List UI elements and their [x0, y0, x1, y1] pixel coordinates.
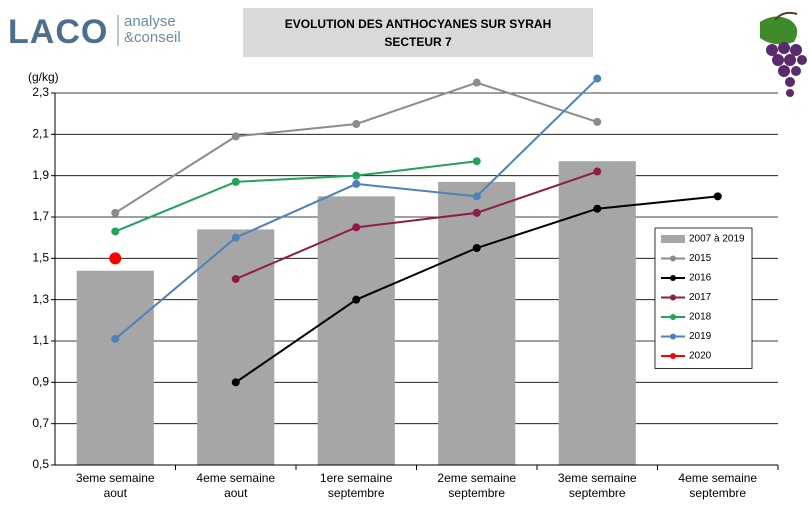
bar: [197, 229, 274, 465]
x-tick-label: 3eme semaine: [558, 471, 637, 485]
chart-title: EVOLUTION DES ANTHOCYANES SUR SYRAH: [285, 17, 551, 31]
x-tick-label: septembre: [448, 486, 505, 500]
data-point: [352, 172, 360, 180]
title-box: [243, 8, 593, 57]
y-tick-label: 2,1: [32, 127, 49, 141]
data-point: [352, 296, 360, 304]
chart-title: SECTEUR 7: [384, 35, 452, 49]
data-point: [109, 252, 121, 264]
data-point: [473, 192, 481, 200]
y-tick-label: 2,3: [32, 85, 49, 99]
x-tick-label: aout: [104, 486, 128, 500]
data-point: [232, 132, 240, 140]
data-point: [111, 209, 119, 217]
bar: [438, 182, 515, 465]
data-point: [232, 234, 240, 242]
data-point: [111, 227, 119, 235]
y-tick-label: 0,7: [32, 416, 49, 430]
legend-label: 2007 à 2019: [689, 234, 745, 245]
bar: [318, 196, 395, 465]
x-tick-label: septembre: [328, 486, 385, 500]
data-point: [352, 120, 360, 128]
y-tick-label: 1,1: [32, 333, 49, 347]
data-point: [593, 75, 601, 83]
data-point: [352, 180, 360, 188]
data-point: [473, 79, 481, 87]
logo-name: LACO: [8, 13, 108, 51]
x-tick-label: 3eme semaine: [76, 471, 155, 485]
data-point: [473, 244, 481, 252]
data-point: [232, 178, 240, 186]
data-point: [111, 335, 119, 343]
legend-label: 2016: [689, 273, 712, 284]
logo: LACO analyse &conseil: [8, 13, 181, 51]
data-point: [714, 192, 722, 200]
data-point: [473, 157, 481, 165]
series-line: [115, 83, 597, 213]
legend-swatch: [661, 235, 685, 243]
legend-swatch: [670, 256, 676, 262]
y-tick-label: 0,5: [32, 457, 49, 471]
legend-swatch: [670, 353, 676, 359]
y-tick-label: 1,7: [32, 209, 49, 223]
bar: [77, 271, 154, 465]
data-point: [232, 378, 240, 386]
x-tick-label: septembre: [689, 486, 746, 500]
y-tick-label: 1,5: [32, 251, 49, 265]
data-point: [593, 118, 601, 126]
x-tick-label: 4eme semaine: [678, 471, 757, 485]
logo-tagline: analyse: [124, 13, 176, 30]
legend-label: 2018: [689, 312, 712, 323]
data-point: [352, 223, 360, 231]
data-point: [593, 205, 601, 213]
legend-label: 2015: [689, 253, 712, 264]
y-axis-label: (g/kg): [28, 70, 59, 84]
legend-swatch: [670, 334, 676, 340]
series-line: [236, 172, 598, 279]
legend-swatch: [670, 275, 676, 281]
legend-label: 2017: [689, 292, 712, 303]
y-tick-label: 1,9: [32, 168, 49, 182]
legend-swatch: [670, 314, 676, 320]
legend-label: 2019: [689, 331, 712, 342]
y-tick-label: 0,9: [32, 375, 49, 389]
data-point: [232, 275, 240, 283]
data-point: [473, 209, 481, 217]
legend-swatch: [670, 295, 676, 301]
x-tick-label: 1ere semaine: [320, 471, 393, 485]
x-tick-label: 4eme semaine: [196, 471, 275, 485]
y-tick-label: 1,3: [32, 292, 49, 306]
x-tick-label: 2eme semaine: [437, 471, 516, 485]
grape-icon: [760, 13, 807, 97]
logo-tagline: &conseil: [124, 29, 181, 46]
x-tick-label: aout: [224, 486, 248, 500]
x-tick-label: septembre: [569, 486, 626, 500]
legend-label: 2020: [689, 351, 712, 362]
data-point: [593, 168, 601, 176]
series-line: [115, 161, 477, 231]
chart: LACO analyse &conseil EVOLUTION DES ANTH…: [0, 0, 810, 509]
